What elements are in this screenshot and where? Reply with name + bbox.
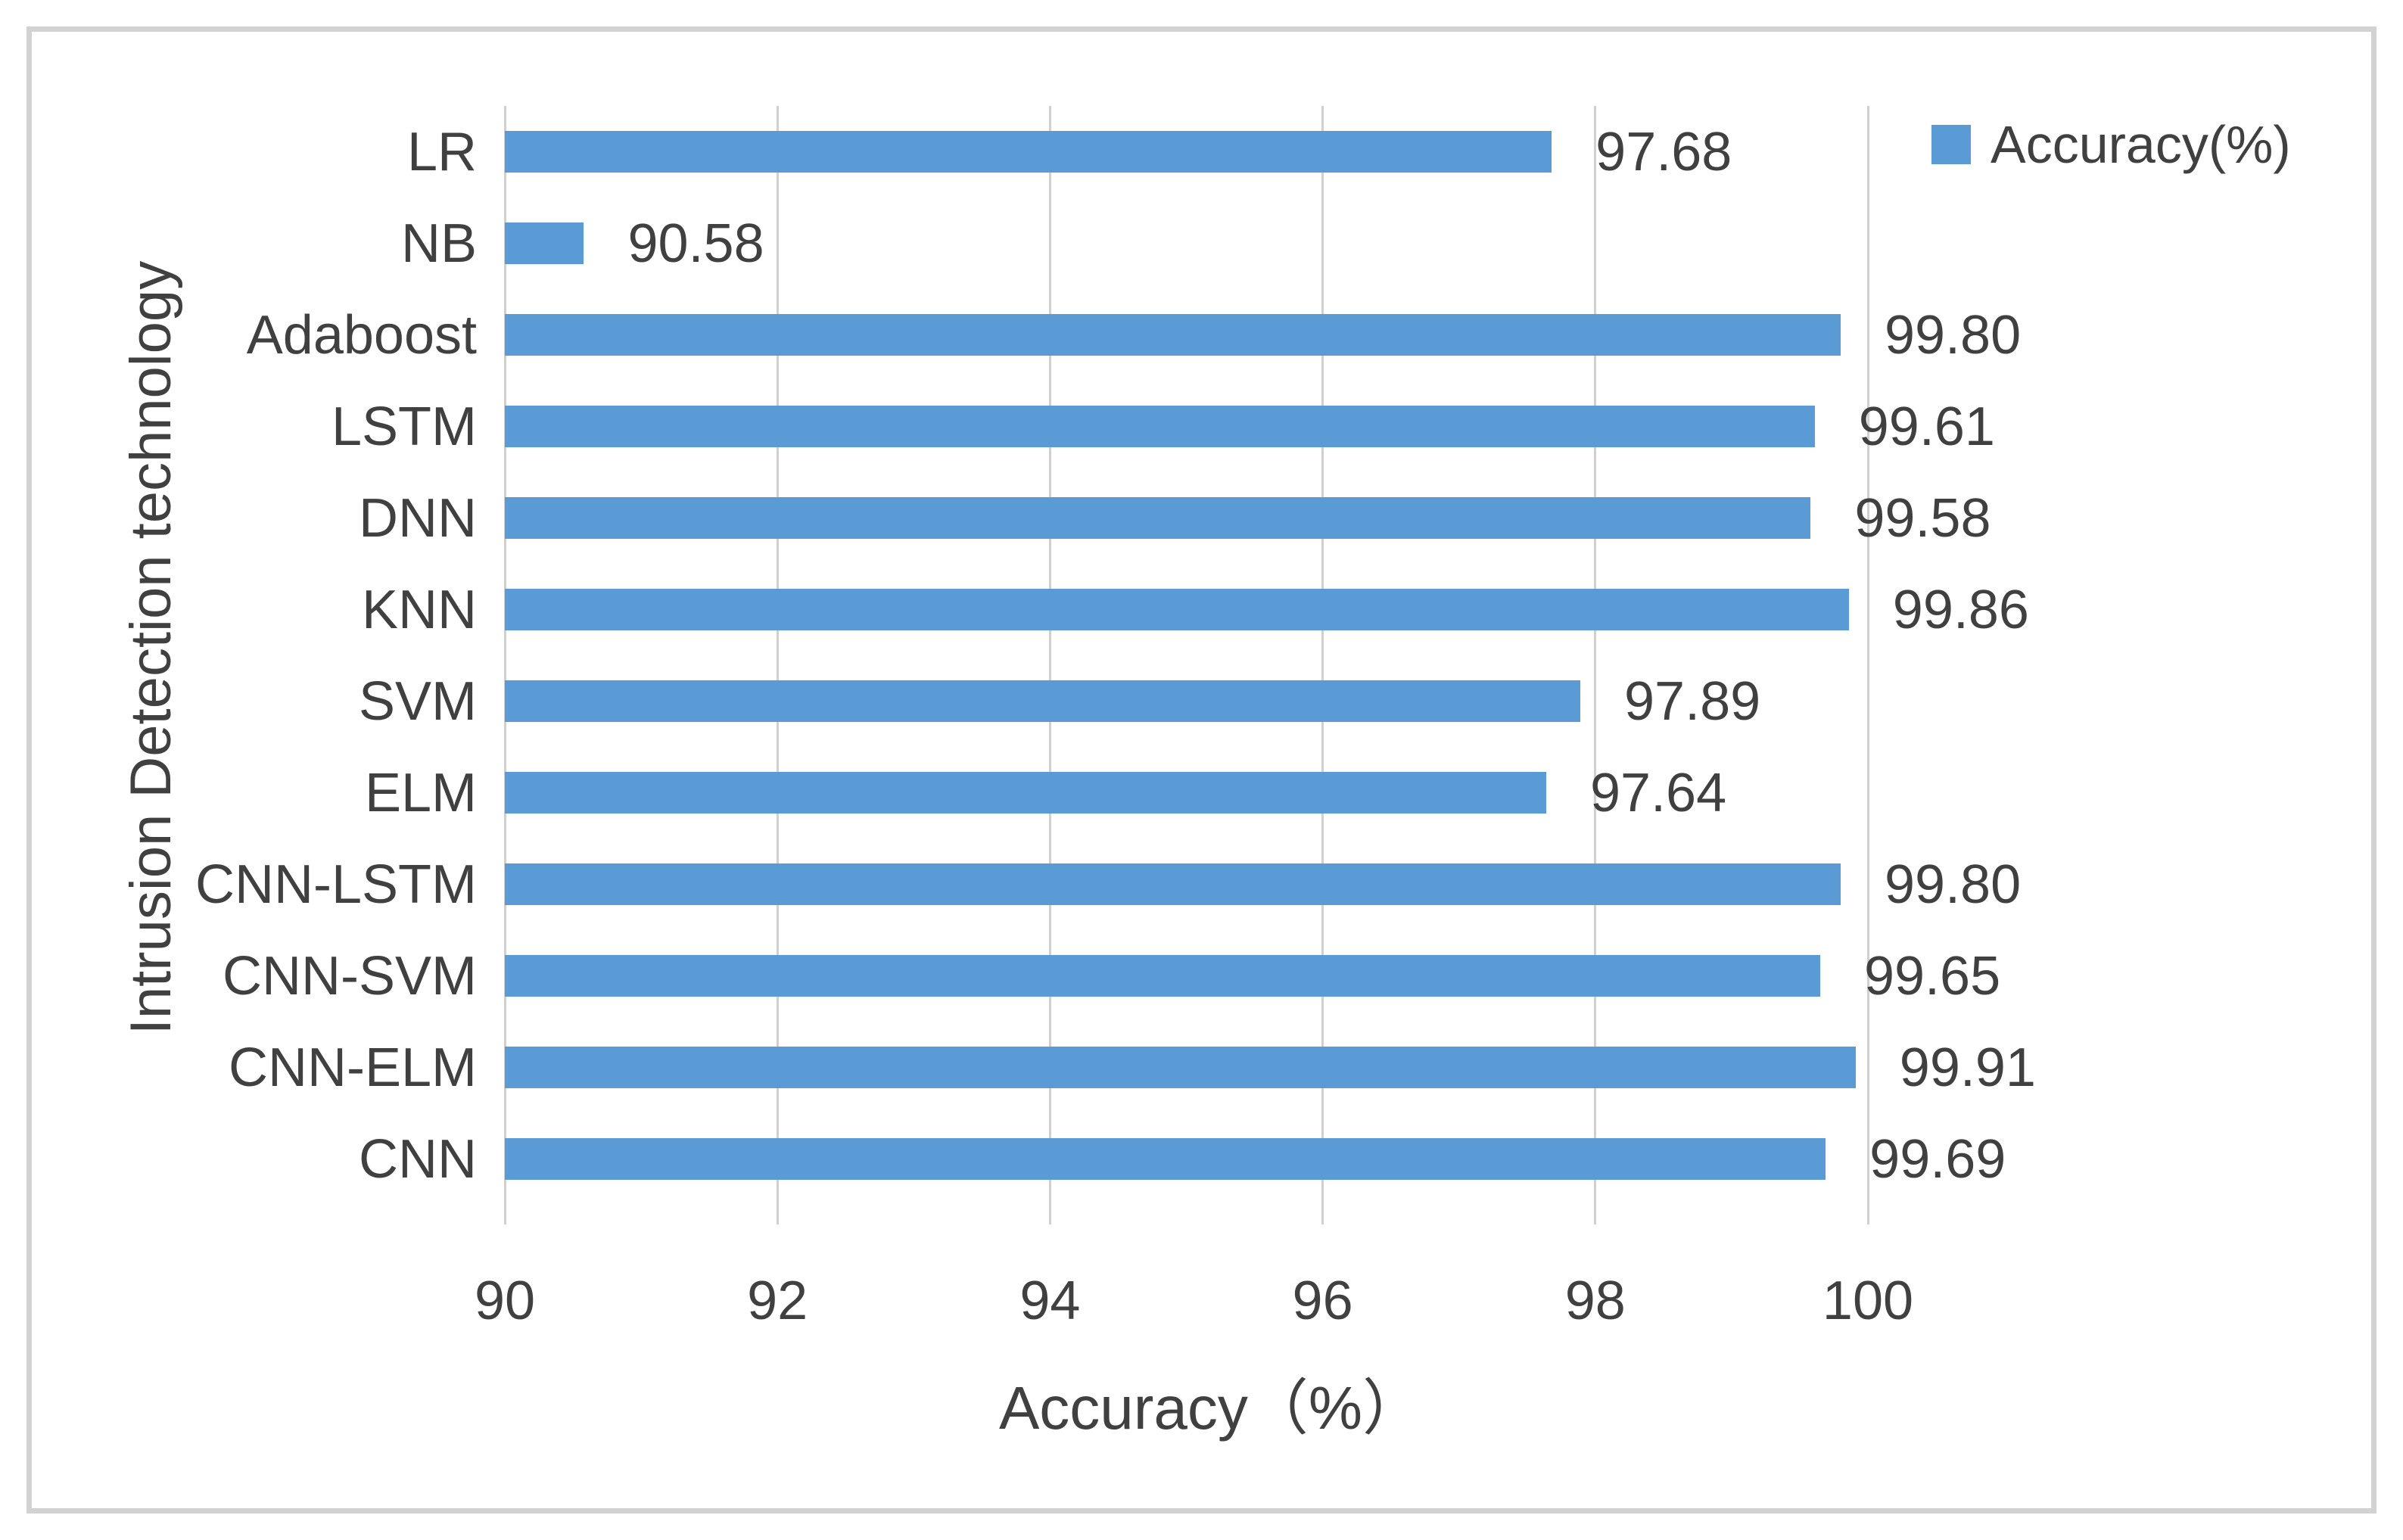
x-tick-label-90: 90 bbox=[474, 1271, 536, 1331]
value-label-cnn: 99.69 bbox=[1869, 1128, 2006, 1190]
legend-swatch-icon bbox=[1931, 125, 1971, 164]
figure-border bbox=[26, 26, 2377, 1514]
bar-cnn-lstm bbox=[505, 863, 1841, 905]
x-tick-label-92: 92 bbox=[747, 1271, 808, 1331]
x-tick-label-98: 98 bbox=[1564, 1271, 1626, 1331]
bar-lstm bbox=[505, 406, 1815, 447]
bar-cnn bbox=[505, 1138, 1826, 1180]
category-label-adaboost: Adaboost bbox=[246, 304, 477, 366]
category-label-cnn: CNN bbox=[359, 1128, 477, 1190]
x-axis-title: Accuracy（%） bbox=[998, 1374, 1424, 1442]
bar-nb bbox=[505, 222, 584, 264]
bar-cnn-elm bbox=[505, 1047, 1856, 1088]
category-label-lstm: LSTM bbox=[331, 396, 477, 457]
category-label-cnn-elm: CNN-ELM bbox=[228, 1037, 477, 1098]
tick-mark-x-90 bbox=[503, 1205, 506, 1224]
legend: Accuracy(%) bbox=[1931, 114, 2291, 176]
value-label-dnn: 99.58 bbox=[1854, 487, 1991, 549]
category-label-cnn-lstm: CNN-LSTM bbox=[195, 854, 477, 915]
x-tick-label-94: 94 bbox=[1019, 1271, 1081, 1331]
bar-knn bbox=[505, 589, 1849, 630]
value-label-cnn-lstm: 99.80 bbox=[1884, 854, 2022, 915]
value-label-knn: 99.86 bbox=[1892, 579, 2029, 640]
tick-mark-x-98 bbox=[1594, 1205, 1597, 1224]
legend-label: Accuracy(%) bbox=[1991, 115, 2291, 174]
value-label-elm: 97.64 bbox=[1589, 762, 1727, 823]
category-label-knn: KNN bbox=[361, 579, 477, 640]
value-label-nb: 90.58 bbox=[627, 213, 764, 274]
gridline-x-90 bbox=[503, 106, 506, 1205]
gridline-x-98 bbox=[1594, 106, 1597, 1205]
x-tick-label-96: 96 bbox=[1292, 1271, 1353, 1331]
category-label-dnn: DNN bbox=[359, 487, 477, 549]
value-label-lstm: 99.61 bbox=[1858, 396, 1995, 457]
bar-dnn bbox=[505, 497, 1811, 539]
bar-adaboost bbox=[505, 314, 1841, 356]
category-label-cnn-svm: CNN-SVM bbox=[223, 945, 477, 1006]
value-label-adaboost: 99.80 bbox=[1884, 304, 2022, 366]
gridline-x-94 bbox=[1048, 106, 1051, 1205]
value-label-svm: 97.89 bbox=[1623, 670, 1761, 732]
y-axis-title: Intrusion Detection technology bbox=[119, 260, 183, 1035]
bar-svm bbox=[505, 680, 1580, 722]
category-label-lr: LR bbox=[406, 121, 477, 182]
category-label-elm: ELM bbox=[364, 762, 477, 823]
value-label-cnn-svm: 99.65 bbox=[1863, 945, 2001, 1006]
gridline-x-96 bbox=[1321, 106, 1324, 1205]
tick-mark-x-94 bbox=[1048, 1205, 1051, 1224]
tick-mark-x-100 bbox=[1866, 1205, 1869, 1224]
value-label-lr: 97.68 bbox=[1595, 121, 1732, 182]
category-label-nb: NB bbox=[400, 213, 477, 274]
bar-elm bbox=[505, 772, 1546, 814]
bar-cnn-svm bbox=[505, 955, 1820, 997]
plot-area bbox=[503, 106, 1869, 1205]
value-label-cnn-elm: 99.91 bbox=[1899, 1037, 2036, 1098]
category-label-svm: SVM bbox=[358, 670, 477, 732]
tick-mark-x-92 bbox=[776, 1205, 779, 1224]
tick-mark-x-96 bbox=[1321, 1205, 1324, 1224]
bar-lr bbox=[505, 131, 1552, 173]
gridline-x-92 bbox=[776, 106, 779, 1205]
gridline-x-100 bbox=[1866, 106, 1869, 1205]
x-tick-label-100: 100 bbox=[1822, 1271, 1914, 1331]
